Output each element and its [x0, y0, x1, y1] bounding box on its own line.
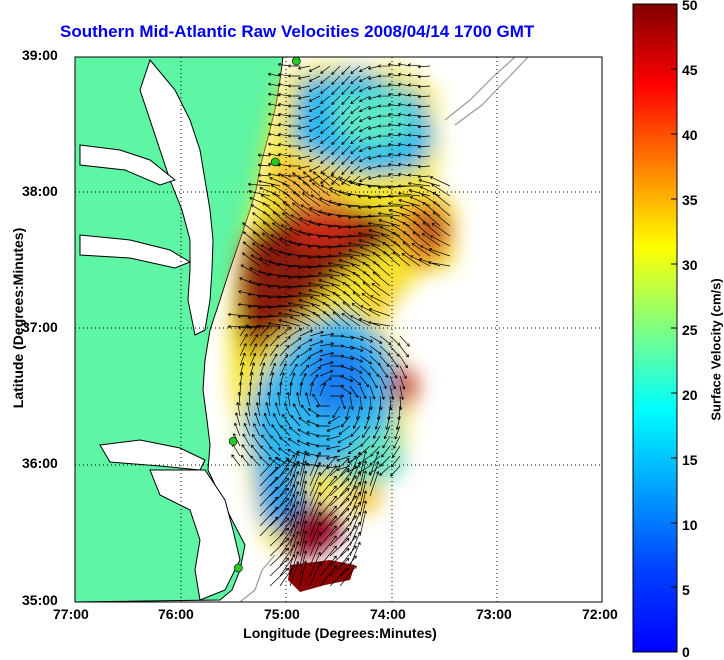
- x-tick-75: 75:00: [264, 606, 300, 622]
- colorbar-tick-35: 35: [682, 192, 698, 208]
- y-tick-36: 36:00: [22, 455, 58, 471]
- colorbar-tick-15: 15: [682, 452, 698, 468]
- x-tick-77: 77:00: [53, 606, 89, 622]
- chesapeake-bay: [139, 58, 214, 336]
- x-axis-label: Longitude (Degrees:Minutes): [243, 625, 437, 641]
- plot-frame: [74, 56, 603, 603]
- x-tick-72: 72:00: [582, 606, 618, 622]
- radar-station-marker: [234, 563, 243, 573]
- radar-station-marker: [292, 57, 301, 66]
- radar-station-marker: [270, 157, 280, 167]
- x-tick-74: 74:00: [370, 606, 406, 622]
- velocity-arrow-paths: [227, 62, 451, 587]
- y-tick-37: 37:00: [22, 319, 58, 335]
- river-inlet: [79, 234, 192, 269]
- colorbar-tick-20: 20: [682, 387, 698, 403]
- colorbar-tick-10: 10: [682, 517, 698, 533]
- velocity-vectors: [227, 62, 451, 587]
- colorbar-tick-5: 5: [682, 582, 690, 598]
- colorbar-tick-40: 40: [682, 127, 698, 143]
- colorbar-ticks: [671, 68, 677, 588]
- x-tick-73: 73:00: [476, 606, 512, 622]
- y-tick-39: 39:00: [22, 47, 58, 63]
- river-inlet: [79, 144, 177, 186]
- x-tick-76: 76:00: [158, 606, 194, 622]
- bathymetry-contour: [454, 57, 529, 126]
- colorbar-tick-45: 45: [682, 62, 698, 78]
- pamlico-sound: [149, 469, 241, 601]
- colorbar-tick-30: 30: [682, 257, 698, 273]
- colorbar-tick-0: 0: [682, 644, 690, 660]
- map-title: Southern Mid-Atlantic Raw Velocities 200…: [60, 22, 535, 41]
- y-tick-35: 35:00: [22, 592, 58, 608]
- bathymetry-contour: [239, 554, 276, 602]
- colorbar-tick-50: 50: [682, 0, 698, 13]
- y-tick-38: 38:00: [22, 183, 58, 199]
- bathymetry-contour: [444, 57, 516, 121]
- colorbar-tick-25: 25: [682, 322, 698, 338]
- colorbar: [632, 3, 678, 653]
- radar-station-marker: [228, 436, 238, 446]
- sound-inlet: [99, 439, 206, 471]
- radar-stations: [228, 57, 301, 573]
- grid-lines: [75, 57, 602, 602]
